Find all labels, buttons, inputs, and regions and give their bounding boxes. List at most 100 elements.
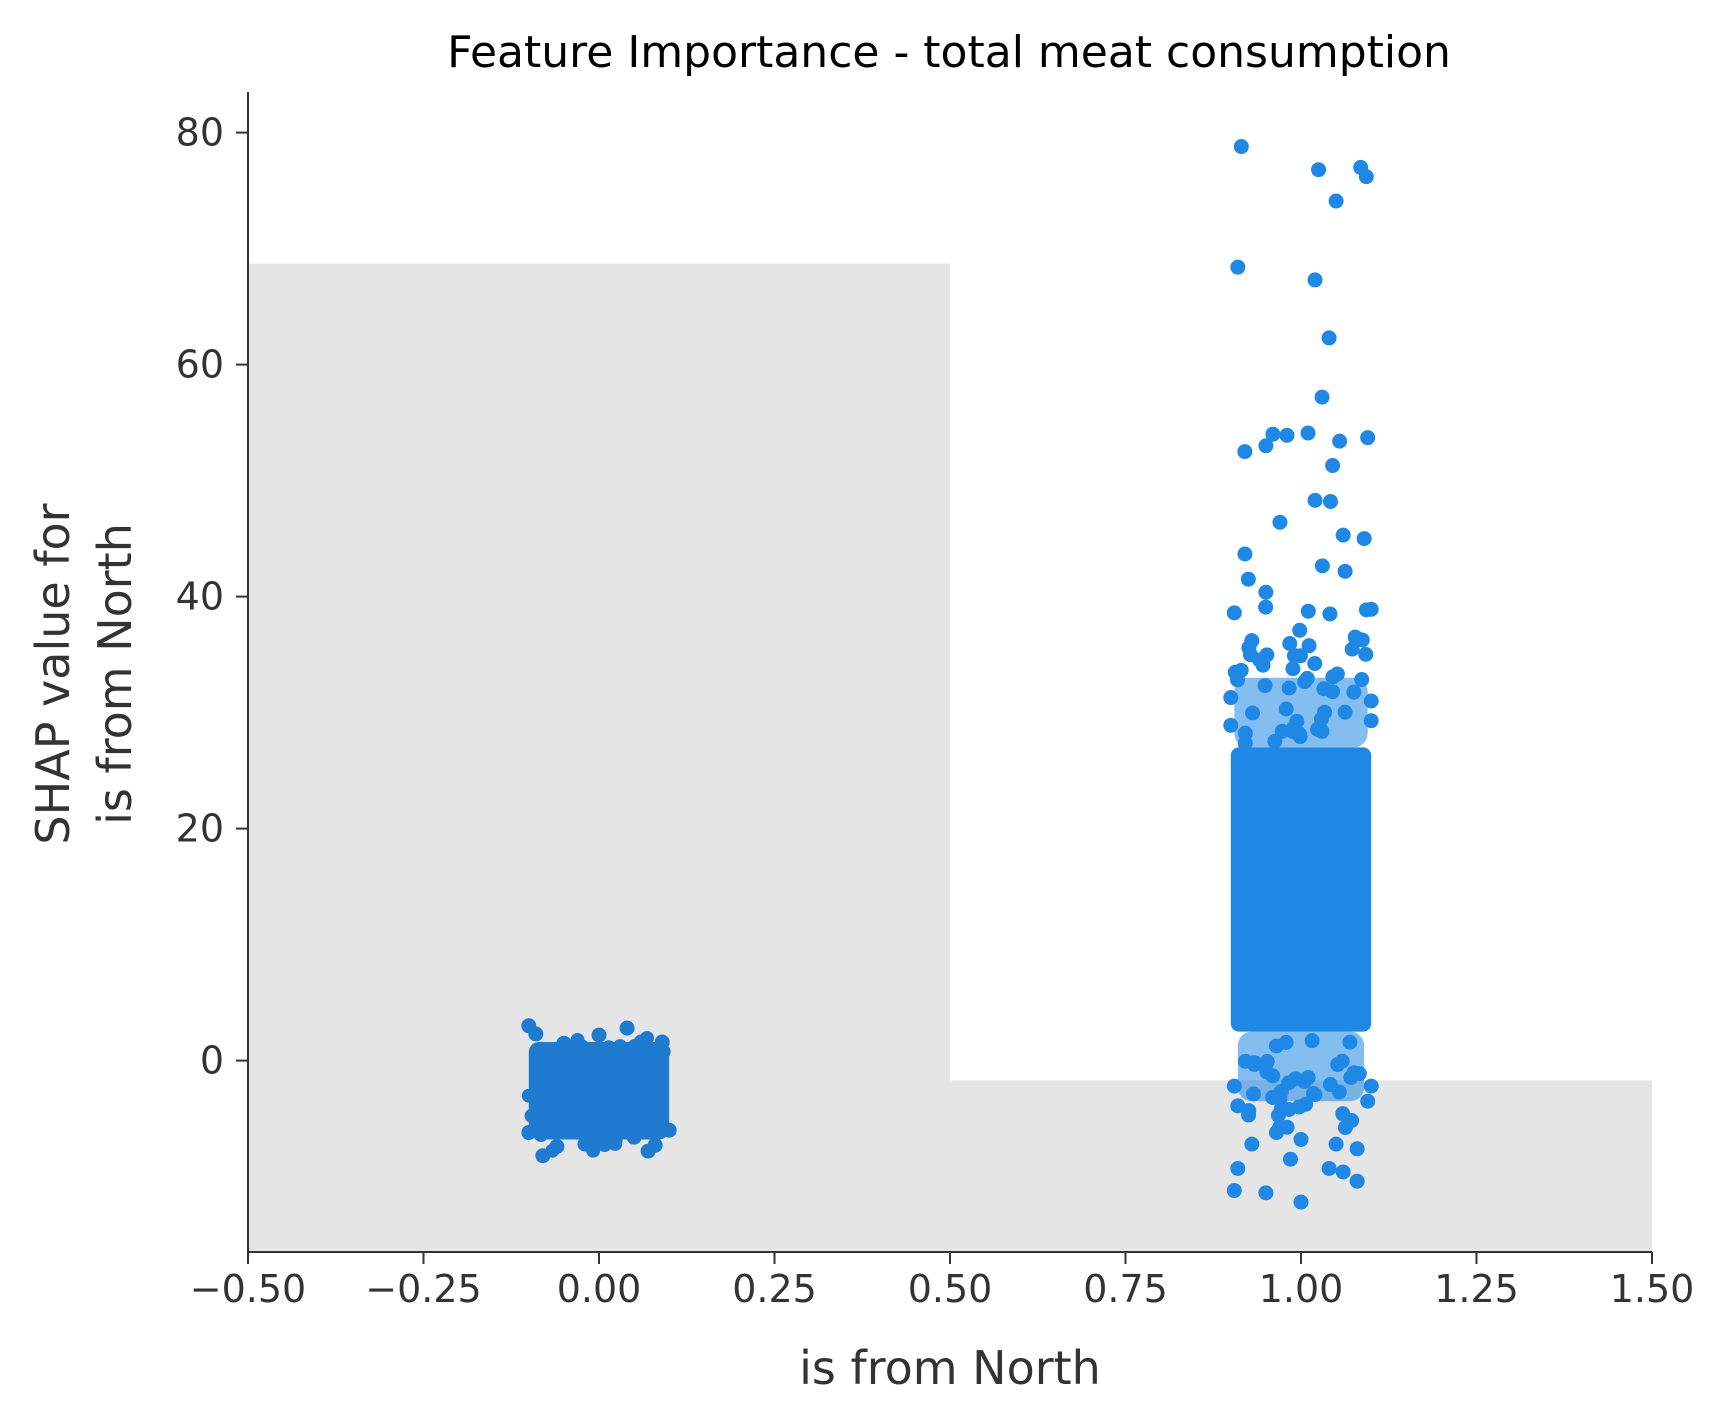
dense-clusters (528, 677, 1372, 1140)
point-s1-45 (1226, 1183, 1242, 1199)
jitter-point-top-14 (1237, 546, 1253, 562)
jitter-point-x0-27 (524, 1108, 539, 1123)
jitter-point-x0-18 (586, 1143, 601, 1158)
point-s1-38 (1328, 1136, 1344, 1152)
point-s0-7 (521, 1125, 537, 1141)
point-s1-37 (1293, 1131, 1309, 1147)
jitter-point-top-47 (1325, 669, 1341, 685)
jitter-point-top-48 (1322, 606, 1338, 622)
x-ticks: −0.50 −0.25 0.00 0.25 0.50 0.75 1.00 1.25 1.50 (190, 1252, 1694, 1311)
jitter-point-x0-22 (656, 1044, 671, 1059)
jitter-point-x0-26 (601, 1040, 616, 1055)
point-s1-14 (1258, 438, 1274, 454)
point-s1-42 (1321, 1160, 1337, 1176)
point-s1-5 (1230, 259, 1246, 275)
jitter-point-top-29 (1325, 684, 1341, 700)
jitter-point-x0-0 (534, 1127, 549, 1142)
point-s1-46 (1258, 1185, 1274, 1201)
point-s1-23 (1240, 571, 1256, 587)
point-s0-1 (528, 1026, 544, 1042)
point-s0-17 (647, 1137, 663, 1153)
jitter-point-x0-24 (639, 1030, 654, 1045)
jitter-point-bottom-33 (1351, 1066, 1367, 1082)
jitter-point-top-65 (1358, 602, 1374, 618)
point-s1-7 (1321, 330, 1337, 346)
point-s1-28 (1363, 693, 1379, 709)
jitter-point-top-50 (1237, 725, 1253, 741)
dense-cluster-x0 (528, 1042, 670, 1140)
jitter-point-bottom-21 (1342, 1034, 1358, 1050)
jitter-point-x0-12 (589, 1108, 604, 1123)
jitter-point-top-23 (1258, 584, 1274, 600)
jitter-point-top-42 (1257, 678, 1273, 694)
y-ticks: 0 20 40 60 80 (176, 111, 248, 1083)
jitter-point-x0-8 (570, 1032, 585, 1047)
jitter-point-top-45 (1241, 640, 1257, 656)
jitter-point-bottom-17 (1298, 1096, 1314, 1112)
jitter-point-bottom-38 (1296, 1073, 1312, 1089)
jitter-point-bottom-22 (1278, 1034, 1294, 1050)
point-s1-10 (1279, 427, 1295, 443)
x-tick-label-4: 0.50 (908, 1267, 993, 1311)
jitter-point-bottom-34 (1272, 1091, 1288, 1107)
jitter-point-top-67 (1297, 674, 1313, 690)
jitter-point-x0-28 (608, 1136, 623, 1151)
point-s1-16 (1325, 458, 1341, 474)
jitter-point-x0-21 (582, 1067, 597, 1082)
jitter-point-bottom-14 (1279, 1119, 1295, 1135)
jitter-point-top-57 (1282, 635, 1298, 651)
jitter-point-bottom-16 (1337, 1120, 1353, 1136)
point-s1-15 (1237, 444, 1253, 460)
jitter-point-top-39 (1337, 563, 1353, 579)
point-s1-9 (1265, 426, 1281, 442)
point-s0-4 (619, 1020, 635, 1036)
x-tick-label-5: 0.75 (1083, 1267, 1168, 1311)
jitter-point-top-51 (1267, 733, 1283, 749)
jitter-point-x0-29 (610, 1101, 625, 1116)
x-tick-label-2: 0.00 (557, 1267, 642, 1311)
point-s1-22 (1226, 605, 1242, 621)
jitter-point-bottom-23 (1331, 1084, 1347, 1100)
point-s1-12 (1332, 433, 1348, 449)
point-s1-21 (1356, 531, 1372, 547)
jitter-point-x0-13 (555, 1084, 570, 1099)
point-s0-12 (661, 1122, 677, 1138)
jitter-point-top-5 (1258, 599, 1274, 615)
y-tick-label-3: 60 (176, 343, 224, 387)
point-s1-17 (1307, 492, 1323, 508)
jitter-point-bottom-39 (1307, 1087, 1323, 1103)
jitter-point-x0-6 (556, 1116, 571, 1131)
jitter-point-top-11 (1358, 646, 1374, 662)
jitter-point-top-69 (1278, 701, 1294, 717)
jitter-point-top-36 (1314, 558, 1330, 574)
jitter-point-bottom-31 (1265, 1068, 1281, 1084)
jitter-point-top-6 (1301, 638, 1317, 654)
point-s1-39 (1349, 1141, 1365, 1157)
x-tick-label-3: 0.25 (732, 1267, 817, 1311)
jitter-point-x0-17 (521, 1088, 536, 1103)
jitter-point-top-3 (1281, 680, 1297, 696)
jitter-point-x0-3 (584, 1045, 599, 1060)
jitter-point-bottom-37 (1334, 1053, 1350, 1069)
jitter-point-bottom-28 (1270, 1107, 1286, 1123)
point-s1-6 (1307, 272, 1323, 288)
jitter-point-top-37 (1337, 704, 1353, 720)
y-tick-label-0: 0 (200, 1039, 224, 1083)
jitter-point-x0-9 (636, 1074, 651, 1089)
point-s1-20 (1335, 527, 1351, 543)
point-s0-16 (612, 1039, 628, 1055)
jitter-point-bottom-32 (1246, 1056, 1262, 1072)
point-s1-11 (1300, 425, 1316, 441)
point-s0-2 (556, 1035, 572, 1051)
jitter-point-x0-15 (604, 1068, 619, 1083)
jitter-point-x0-25 (640, 1058, 655, 1073)
point-s1-35 (1244, 1136, 1260, 1152)
jitter-point-top-60 (1285, 724, 1301, 740)
dense-cluster-x1 (1230, 747, 1372, 1032)
x-tick-label-1: −0.25 (365, 1267, 481, 1311)
jitter-point-top-34 (1346, 684, 1362, 700)
point-s1-8 (1314, 389, 1330, 405)
jitter-point-x0-23 (545, 1143, 560, 1158)
jitter-point-bottom-26 (1304, 1033, 1320, 1049)
point-s1-3 (1358, 169, 1374, 185)
